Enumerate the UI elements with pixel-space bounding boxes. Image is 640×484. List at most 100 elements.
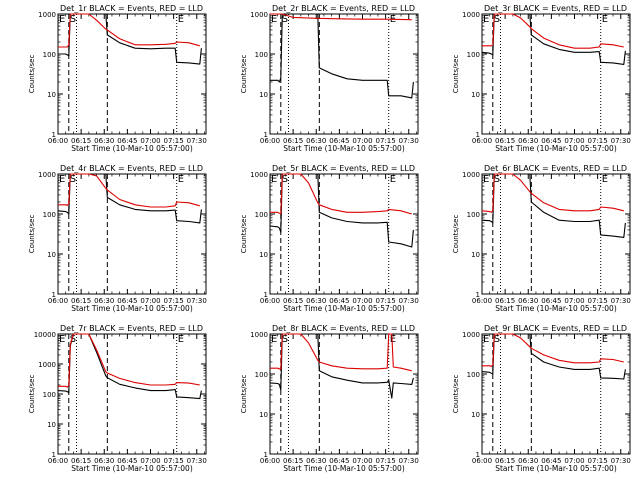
event-marker-label: E [178, 334, 184, 345]
plot-frame [270, 14, 418, 134]
plot-frame [482, 174, 630, 294]
x-tick-label: 06:00 [260, 297, 280, 305]
x-axis-label: Start Time (10-Mar-10 05:57:00) [283, 304, 405, 313]
x-axis-label: Start Time (10-Mar-10 05:57:00) [495, 144, 617, 153]
event-marker-label: E [602, 174, 608, 185]
event-marker-label: E [483, 14, 489, 25]
x-tick-label: 06:00 [48, 137, 68, 145]
y-tick-label: 1000 [38, 361, 56, 369]
y-tick-label: 100 [467, 211, 480, 219]
event-marker-label: E [483, 174, 489, 185]
y-tick-label: 1000 [462, 171, 480, 179]
detector-panel: Det_2r BLACK = Events, RED = LLD 1 10 100 10… [240, 4, 419, 153]
detector-panel: Det_4r BLACK = Events, RED = LLD11010010… [28, 164, 207, 313]
detector-panel: Det_1r BLACK = Events, RED = LLD 1 10 100 10… [28, 4, 207, 153]
x-tick-label: 06:00 [260, 137, 280, 145]
y-tick-label: 100 [43, 51, 56, 59]
y-axis-label: Counts/sec [28, 215, 36, 254]
x-axis-label: Start Time (10-Mar-10 05:57:00) [71, 464, 193, 473]
event-marker-label: E [271, 334, 277, 345]
y-axis-label: Counts/sec [28, 375, 36, 414]
y-tick-label: 1000 [250, 331, 268, 339]
event-marker-label: E [483, 334, 489, 345]
events-series-line [270, 14, 413, 98]
panel-title: Det_9r BLACK = Events, RED = LLD [484, 324, 627, 333]
event-marker-label: E [178, 174, 184, 185]
event-marker-label: E [390, 174, 396, 185]
panel-title: Det_4r BLACK = Events, RED = LLD [60, 164, 203, 173]
y-tick-label: 10 [471, 251, 480, 259]
x-tick-label: 06:00 [48, 457, 68, 465]
y-tick-label: 10 [259, 411, 268, 419]
plot-frame [482, 334, 630, 454]
panel-title: Det_2r BLACK = Events, RED = LLD [272, 4, 415, 13]
x-axis-label: Start Time (10-Mar-10 05:57:00) [495, 464, 617, 473]
y-tick-label: 10 [259, 91, 268, 99]
x-tick-label: 06:00 [472, 297, 492, 305]
event-marker-label: E [271, 174, 277, 185]
event-marker-label: E [271, 14, 277, 25]
y-axis-label: Counts/sec [452, 215, 460, 254]
y-tick-label: 10 [47, 251, 56, 259]
y-tick-label: 10 [259, 251, 268, 259]
event-marker-label: E [59, 174, 65, 185]
x-tick-label: 06:00 [472, 457, 492, 465]
x-tick-label: 06:00 [48, 297, 68, 305]
detector-panel: Det_7r BLACK = Events, RED = LLD 1 10 100 10… [28, 324, 207, 473]
y-tick-label: 10 [47, 91, 56, 99]
y-tick-label: 10 [471, 411, 480, 419]
x-axis-label: Start Time (10-Mar-10 05:57:00) [71, 304, 193, 313]
y-tick-label: 100 [255, 211, 268, 219]
x-tick-label: 06:00 [260, 457, 280, 465]
y-tick-label: 1000 [250, 171, 268, 179]
y-tick-label: 1000 [38, 171, 56, 179]
x-axis-label: Start Time (10-Mar-10 05:57:00) [283, 464, 405, 473]
x-axis-label: Start Time (10-Mar-10 05:57:00) [283, 144, 405, 153]
y-axis-label: Counts/sec [452, 375, 460, 414]
event-marker-label: E [178, 14, 184, 25]
y-tick-label: 1000 [462, 331, 480, 339]
y-tick-label: 100 [43, 211, 56, 219]
y-tick-label: 1000 [38, 11, 56, 19]
detector-panel: Det_6r BLACK = Events, RED = LLD 1 10 100 10… [452, 164, 631, 313]
panel-title: Det_6r BLACK = Events, RED = LLD [484, 164, 627, 173]
y-axis-label: Counts/sec [240, 55, 248, 94]
y-tick-label: 100 [467, 371, 480, 379]
y-tick-label: 1000 [250, 11, 268, 19]
event-marker-label: E [602, 14, 608, 25]
y-axis-label: Counts/sec [240, 375, 248, 414]
x-axis-label: Start Time (10-Mar-10 05:57:00) [71, 144, 193, 153]
plot-frame [58, 334, 206, 454]
plot-frame [270, 334, 418, 454]
event-marker-label: E [390, 334, 396, 345]
panel-title: Det_5r BLACK = Events, RED = LLD [272, 164, 415, 173]
y-axis-label: Counts/sec [28, 55, 36, 94]
y-tick-label: 100 [467, 51, 480, 59]
x-tick-label: 06:00 [472, 137, 492, 145]
y-tick-label: 100 [43, 391, 56, 399]
detector-panel: Det_5r BLACK = Events, RED = LLD 1 10 100 10… [240, 164, 419, 313]
y-tick-label: 100 [255, 51, 268, 59]
detector-panel: Det_9r BLACK = Events, RED = LLD 1 10 100 10… [452, 324, 631, 473]
panel-title: Det_1r BLACK = Events, RED = LLD [60, 4, 203, 13]
panel-title: Det_8r BLACK = Events, RED = LLD [272, 324, 415, 333]
y-tick-label: 1000 [462, 11, 480, 19]
plot-frame [270, 174, 418, 294]
event-marker-label: E [602, 334, 608, 345]
y-tick-label: 10 [471, 91, 480, 99]
panel-title: Det_3r BLACK = Events, RED = LLD [484, 4, 627, 13]
plot-frame [482, 14, 630, 134]
detector-panel: Det_3r BLACK = Events, RED = LLD 1 10 100 10… [452, 4, 631, 153]
panel-title: Det_7r BLACK = Events, RED = LLD [60, 324, 203, 333]
x-axis-label: Start Time (10-Mar-10 05:57:00) [495, 304, 617, 313]
y-axis-label: Counts/sec [452, 55, 460, 94]
y-tick-label: 10 [47, 421, 56, 429]
y-tick-label: 100 [255, 371, 268, 379]
event-marker-label: E [59, 334, 65, 345]
y-tick-label: 10000 [34, 331, 56, 339]
event-marker-label: E [59, 14, 65, 25]
detector-panel: Det_8r BLACK = Events, RED = LLD11010010… [240, 324, 419, 473]
y-axis-label: Counts/sec [240, 215, 248, 254]
